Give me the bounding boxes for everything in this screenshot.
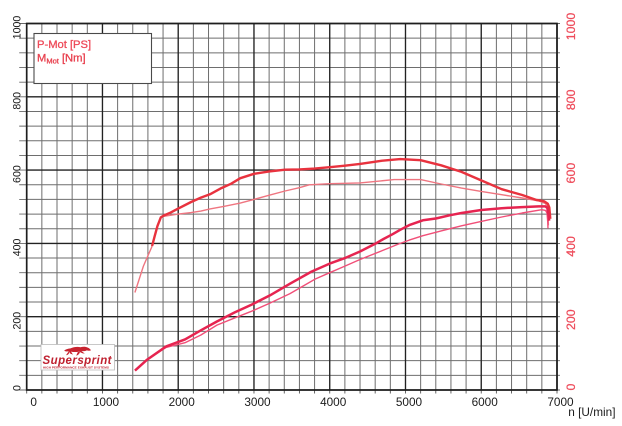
svg-text:800: 800 — [564, 89, 578, 110]
svg-text:1000: 1000 — [564, 13, 578, 41]
svg-text:600: 600 — [564, 163, 578, 184]
svg-text:3000: 3000 — [244, 395, 271, 409]
svg-text:0: 0 — [11, 385, 23, 391]
svg-text:7000: 7000 — [547, 395, 574, 409]
svg-text:0: 0 — [564, 383, 578, 390]
svg-text:HIGH PERFORMANCE EXHAUST SYSTE: HIGH PERFORMANCE EXHAUST SYSTEMS — [43, 365, 109, 369]
svg-text:P-Mot [PS]: P-Mot [PS] — [37, 39, 91, 51]
svg-text:200: 200 — [564, 309, 578, 330]
svg-text:n [U/min]: n [U/min] — [568, 405, 615, 419]
svg-text:1000: 1000 — [93, 395, 120, 409]
svg-text:2000: 2000 — [169, 395, 196, 409]
svg-text:1000: 1000 — [11, 16, 23, 40]
svg-text:400: 400 — [564, 236, 578, 257]
svg-text:200: 200 — [11, 312, 23, 330]
svg-text:6000: 6000 — [472, 395, 499, 409]
svg-text:MMot [Nm]: MMot [Nm] — [37, 52, 86, 65]
svg-text:800: 800 — [11, 92, 23, 110]
svg-text:5000: 5000 — [396, 395, 423, 409]
svg-text:4000: 4000 — [320, 395, 347, 409]
svg-text:600: 600 — [11, 165, 23, 183]
svg-text:0: 0 — [30, 395, 37, 409]
svg-text:Supersprint: Supersprint — [43, 355, 113, 367]
svg-text:400: 400 — [11, 238, 23, 256]
